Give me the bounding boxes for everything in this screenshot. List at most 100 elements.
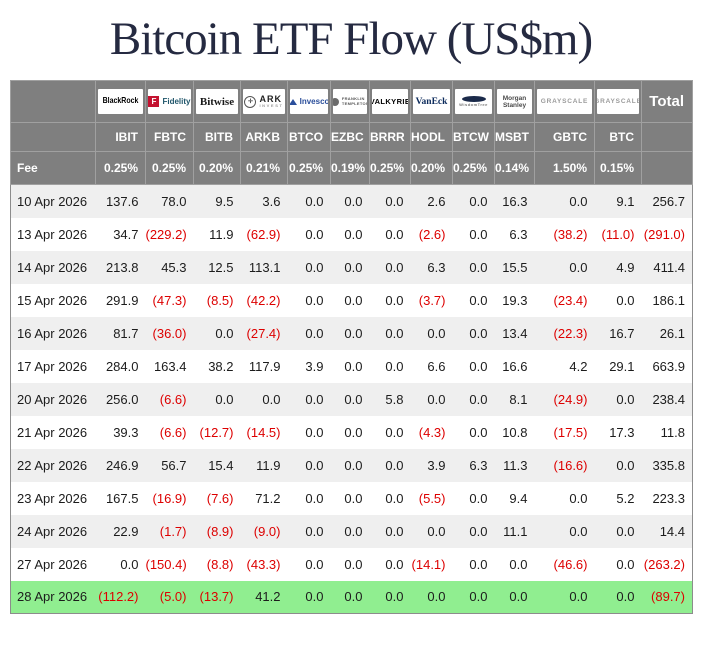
flow-value-cell: 0.0	[616, 292, 635, 308]
flow-value-cell: 117.9	[248, 358, 281, 374]
grayscale-gbtc-logo-icon: GRAYSCALE	[537, 89, 592, 114]
logo-text: FRANKLIN TEMPLETON	[341, 95, 367, 106]
flow-value-cell: 4.2	[569, 358, 588, 374]
flow-value-cell: (14.5)	[246, 424, 281, 440]
total-value-cell: (263.2)	[643, 556, 685, 572]
page-title: Bitcoin ETF Flow (US$m)	[109, 13, 593, 65]
issuer-header-cell: Morgan Stanley	[494, 80, 535, 123]
total-value-cell: 238.4	[652, 391, 685, 407]
flow-value-cell: 9.1	[616, 193, 635, 209]
date-cell: 27 Apr 2026	[17, 556, 88, 572]
date-cell: 20 Apr 2026	[17, 391, 88, 407]
flow-value-cell: 0.0	[385, 556, 404, 572]
issuer-header-cell: VanEck	[410, 80, 453, 123]
flow-value-cell: 0.0	[305, 424, 324, 440]
logo-text-main: ARK	[259, 94, 282, 104]
flow-value-cell: 113.1	[248, 259, 281, 275]
logo-text: WisdomTree	[459, 96, 488, 107]
blackrock-logo-icon: BlackRock	[98, 89, 143, 114]
flow-value-cell: (11.0)	[601, 226, 635, 242]
flow-value-cell: 13.4	[502, 325, 528, 341]
flow-value-cell: 0.0	[469, 259, 488, 275]
flow-value-cell: 0.0	[427, 589, 446, 605]
flow-value-cell: (17.5)	[553, 424, 588, 440]
total-value-cell: 26.1	[659, 325, 685, 341]
flow-value-cell: (6.6)	[159, 424, 187, 440]
ticker-cell: BRRR	[369, 122, 411, 152]
ticker-cell: ARKB	[240, 122, 288, 152]
flow-value-cell: 0.0	[305, 292, 324, 308]
flow-value-cell: 8.1	[509, 391, 528, 407]
flow-value-cell: 41.2	[255, 589, 281, 605]
flow-value-cell: (14.1)	[411, 556, 446, 572]
table-row: 13 Apr 2026 34.7 (229.2) 11.9 (62.9) 0.0 0.0 0.…	[10, 217, 693, 251]
flow-value-cell: 0.0	[344, 358, 363, 374]
flow-value-cell: 0.0	[569, 259, 588, 275]
total-value-cell: (89.7)	[651, 589, 685, 605]
flow-value-cell: (8.8)	[206, 556, 234, 572]
flow-value-cell: 0.0	[385, 490, 404, 506]
flow-value-cell: 0.0	[469, 391, 488, 407]
issuer-header-cell: Bitwise	[193, 80, 241, 123]
flow-value-cell: 0.0	[215, 325, 234, 341]
logo-text: ARK INVEST	[259, 95, 283, 108]
date-cell: 22 Apr 2026	[17, 457, 88, 473]
fee-cell: 0.25%	[145, 151, 194, 185]
flow-value-cell: 0.0	[305, 589, 324, 605]
table-body: 10 Apr 2026 137.6 78.0 9.5 3.6 0.0 0.0 0.0 2.6 0.…	[10, 184, 693, 614]
flow-value-cell: (42.2)	[246, 292, 281, 308]
flow-value-cell: 0.0	[305, 226, 324, 242]
flow-value-cell: 0.0	[262, 391, 281, 407]
date-cell: 15 Apr 2026	[17, 292, 88, 308]
valkyrie-logo-icon: VALKYRIE	[372, 89, 408, 114]
flow-value-cell: 38.2	[208, 358, 234, 374]
flow-value-cell: 3.9	[427, 457, 446, 473]
flow-value-cell: (9.0)	[253, 523, 281, 539]
flow-value-cell: 291.9	[105, 292, 139, 308]
fee-cell: 0.25%	[452, 151, 495, 185]
flow-value-cell: 0.0	[344, 556, 363, 572]
flow-value-cell: 0.0	[305, 259, 324, 275]
flow-value-cell: 0.0	[385, 259, 404, 275]
flow-value-cell: 0.0	[344, 589, 363, 605]
table-row: 16 Apr 2026 81.7 (36.0) 0.0 (27.4) 0.0 0.0 0.0 0…	[10, 316, 693, 350]
date-cell: 24 Apr 2026	[17, 523, 88, 539]
flow-value-cell: 11.9	[256, 457, 281, 473]
flow-value-cell: 0.0	[385, 292, 404, 308]
flow-value-cell: (5.0)	[159, 589, 187, 605]
table-row: 24 Apr 2026 22.9 (1.7) (8.9) (9.0) 0.0 0.0 0.0 0…	[10, 514, 693, 548]
issuer-header-cell: WisdomTree	[452, 80, 495, 123]
flow-value-cell: (229.2)	[145, 226, 187, 242]
flow-value-cell: 0.0	[469, 358, 488, 374]
flow-value-cell: 0.0	[344, 490, 363, 506]
flow-value-cell: 167.5	[105, 490, 139, 506]
logo-text: GRAYSCALE	[597, 98, 639, 105]
flow-value-cell: 45.3	[161, 259, 187, 275]
ticker-corner-cell	[10, 122, 96, 152]
date-cell: 13 Apr 2026	[17, 226, 88, 242]
issuer-header-cell: FRANKLIN TEMPLETON	[330, 80, 370, 123]
flow-value-cell: 0.0	[305, 490, 324, 506]
total-value-cell: 335.8	[652, 457, 685, 473]
ark-invest-logo-icon: ✛ ARK INVEST	[243, 89, 285, 114]
flow-value-cell: 163.4	[153, 358, 187, 374]
flow-value-cell: 0.0	[509, 589, 528, 605]
flow-value-cell: 0.0	[305, 523, 324, 539]
etf-flow-table: BlackRock F Fidelity Bitwise ✛ ARK INVEST Inves…	[10, 80, 693, 614]
issuer-header-cell: Invesco	[287, 80, 331, 123]
flow-value-cell: (2.6)	[418, 226, 446, 242]
flow-value-cell: (43.3)	[246, 556, 281, 572]
ticker-cell: HODL	[410, 122, 453, 152]
flow-value-cell: (38.2)	[553, 226, 588, 242]
flow-value-cell: 284.0	[105, 358, 139, 374]
total-value-cell: 223.3	[652, 490, 685, 506]
issuer-header-cell: GRAYSCALE	[534, 80, 595, 123]
flow-value-cell: 15.5	[502, 259, 528, 275]
table-row: 22 Apr 2026 246.9 56.7 15.4 11.9 0.0 0.0 0.0 3.9…	[10, 448, 693, 482]
ticker-cell: EZBC	[330, 122, 370, 152]
flow-value-cell: 0.0	[344, 424, 363, 440]
fee-total-cell	[641, 151, 693, 185]
flow-value-cell: 0.0	[427, 391, 446, 407]
total-value-cell: 11.8	[660, 424, 685, 440]
